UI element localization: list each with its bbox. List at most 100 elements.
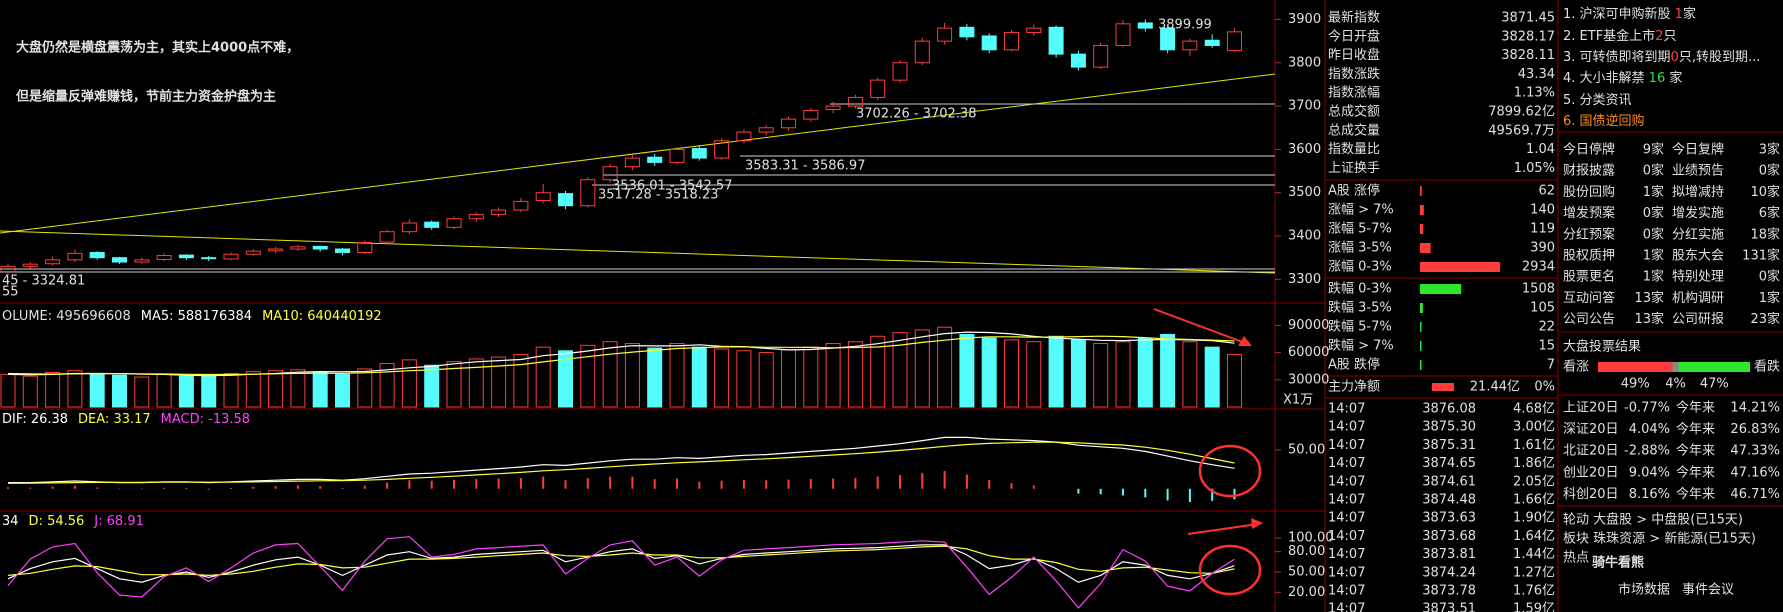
news-part: 家 — [1665, 70, 1682, 86]
candle-body — [1137, 22, 1153, 29]
vote-bar — [1678, 362, 1750, 372]
volume-bar — [624, 343, 640, 408]
volume-bar — [847, 341, 863, 408]
event-label: 增发实施 — [1672, 205, 1724, 221]
quote-value: 43.34 — [1518, 67, 1555, 82]
candle-body — [268, 248, 284, 252]
news-item[interactable]: 6. 国债逆回购 — [1563, 113, 1645, 129]
volume-bar — [89, 372, 105, 408]
index-name: 北证20日 — [1563, 444, 1619, 459]
volume-bar — [0, 373, 16, 408]
event-count: 0家 — [1759, 163, 1780, 179]
volume-bar — [758, 352, 774, 408]
price-annotation: 3899.99 — [1158, 18, 1212, 33]
arrow — [1153, 308, 1249, 345]
candle-body — [1204, 39, 1220, 46]
event-label: 股东大会 — [1672, 249, 1724, 264]
trade-time: 14:07 — [1328, 547, 1365, 562]
vote-left: 看涨 — [1563, 359, 1589, 375]
volume-bar — [535, 346, 551, 408]
price-annotation: 55 — [2, 285, 19, 300]
indicator-label: D: 54.56 — [29, 514, 85, 529]
event-count: 13家 — [1634, 311, 1664, 327]
event-count: 10家 — [1750, 184, 1780, 200]
rotation-item: 轮动 大盘股 > 中盘股(已15天) — [1563, 512, 1743, 528]
index-change: 26.83% — [1730, 422, 1780, 437]
breadth-value: 390 — [1530, 241, 1555, 256]
news-part: 2. ETF基金上市 — [1563, 28, 1655, 44]
indicator-line — [7, 545, 1235, 577]
volume-bar — [67, 370, 83, 408]
volume-bar — [937, 326, 953, 408]
quote-value: 49569.7万 — [1488, 123, 1555, 138]
footer-tab[interactable]: 市场数据 — [1618, 582, 1670, 598]
event-count: 1家 — [1759, 290, 1780, 306]
news-item[interactable]: 4. 大小非解禁 16 家 — [1563, 70, 1682, 86]
news-item[interactable]: 2. ETF基金上市2只 — [1563, 28, 1676, 44]
candle-body — [781, 118, 796, 129]
quote-label: 总成交量 — [1328, 122, 1380, 138]
event-count: 1家 — [1643, 184, 1664, 200]
index-change: -2.88% — [1624, 444, 1670, 459]
event-label: 分红实施 — [1672, 226, 1724, 242]
volume-bar — [290, 369, 306, 408]
y-tick-label: 50.00 — [1288, 442, 1325, 457]
candle-body — [245, 250, 261, 255]
news-item[interactable]: 1. 沪深可申购新股 1家 — [1563, 6, 1696, 22]
volume-bar — [491, 356, 507, 408]
event-label: 增发预案 — [1563, 205, 1615, 221]
candle-body — [22, 263, 38, 267]
event-label: 公司公告 — [1563, 312, 1615, 327]
volume-bar — [1048, 335, 1064, 408]
candle-body — [937, 27, 953, 42]
event-label: 财报披露 — [1563, 164, 1615, 179]
event-count: 0家 — [1759, 269, 1780, 285]
quote-value: 7899.62亿 — [1488, 105, 1555, 120]
breadth-bar — [1420, 224, 1424, 234]
volume-bar — [959, 333, 975, 408]
price-annotation: 45 - 3324.81 — [2, 274, 85, 289]
candle-body — [1004, 31, 1019, 51]
event-label: 股权质押 — [1563, 248, 1615, 264]
index-change: 46.71% — [1730, 487, 1780, 502]
candle-body — [156, 255, 172, 260]
index-label: 今年来 — [1676, 443, 1715, 459]
volume-bar — [892, 332, 908, 408]
volume-bar — [714, 348, 730, 408]
volume-bar — [268, 370, 284, 408]
event-count: 3家 — [1759, 142, 1780, 158]
event-label: 分红预案 — [1563, 226, 1615, 242]
footer-tab[interactable]: 事件会议 — [1682, 583, 1734, 598]
candle-body — [290, 246, 306, 250]
breadth-value: 62 — [1538, 184, 1555, 199]
trade-price: 3874.65 — [1422, 456, 1476, 471]
candle-body — [379, 231, 395, 243]
candle-body — [1026, 27, 1042, 33]
vote-label: 49% — [1621, 377, 1650, 392]
event-label: 机构调研 — [1672, 291, 1724, 306]
indicator-label: MA5: 588176384 — [141, 309, 252, 324]
y-tick-label: 30000 — [1288, 372, 1329, 387]
volume-bar — [45, 372, 61, 408]
indicator-line — [7, 331, 1235, 377]
news-item[interactable]: 3. 可转债即将到期0只,转股到期... — [1563, 50, 1760, 65]
candle-body — [535, 192, 551, 202]
arrow-head — [1238, 336, 1252, 346]
event-label: 互动问答 — [1563, 290, 1615, 306]
volume-bar — [223, 372, 239, 408]
volume-bar — [1004, 339, 1019, 408]
breadth-label: 跌幅 5-7% — [1328, 319, 1392, 335]
volume-bar — [245, 371, 261, 408]
quote-value: 1.05% — [1514, 161, 1555, 176]
y-tick-label: 60000 — [1288, 345, 1329, 360]
candle-body — [892, 62, 908, 81]
breadth-label: A股 涨停 — [1328, 183, 1380, 199]
trade-amount: 2.05亿 — [1513, 474, 1555, 489]
news-item[interactable]: 5. 分类资讯 — [1563, 93, 1632, 108]
candle-body — [446, 218, 462, 228]
breadth-value: 105 — [1530, 301, 1555, 316]
volume-bar — [178, 375, 194, 408]
price-annotation: 3517.28 - 3518.23 — [598, 188, 718, 203]
candle-body — [89, 251, 105, 259]
